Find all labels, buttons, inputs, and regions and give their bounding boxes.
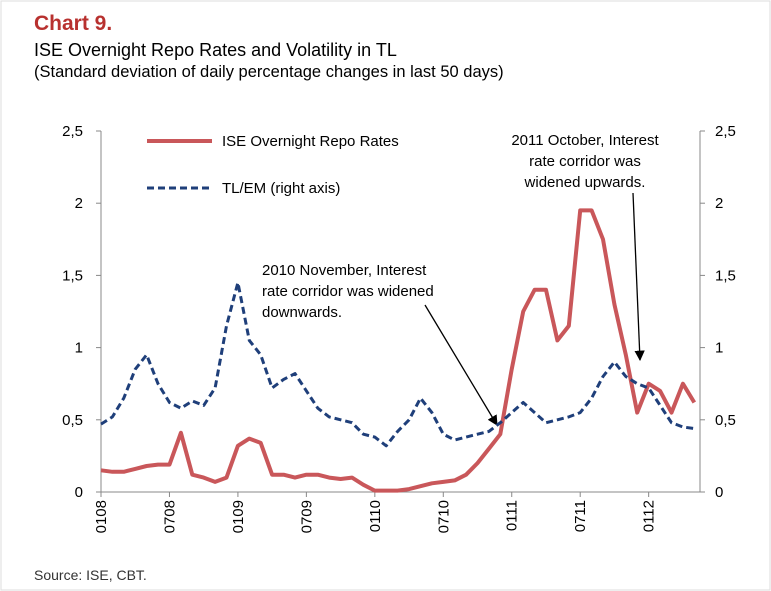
y-tick-label: 2 — [75, 195, 83, 212]
annotation: widened upwards. — [524, 174, 646, 191]
y2-tick-label: 2,5 — [715, 123, 736, 140]
x-tick-label: 0110 — [367, 500, 384, 532]
y2-tick-label: 0 — [715, 484, 723, 501]
y2-tick-label: 1,5 — [715, 267, 736, 284]
annotation: rate corridor was — [529, 153, 641, 170]
x-tick-label: 0710 — [435, 500, 452, 533]
legend-label: ISE Overnight Repo Rates — [222, 133, 399, 150]
x-tick-label: 0709 — [298, 500, 315, 533]
y-tick-label: 1 — [75, 340, 83, 357]
x-tick-label: 0711 — [572, 500, 589, 532]
series-line — [100, 208, 697, 493]
arrow — [632, 192, 645, 362]
y2-tick-label: 2 — [715, 195, 723, 212]
x-tick-label: 0111 — [504, 500, 521, 531]
y-tick-label: 2,5 — [62, 123, 83, 140]
chart-title: Chart 9. — [34, 12, 112, 35]
arrow — [424, 304, 498, 426]
y-tick-label: 0 — [75, 484, 83, 501]
x-tick-label: 0708 — [161, 500, 178, 533]
series-line — [100, 281, 695, 448]
y-tick-label: 0,5 — [62, 412, 83, 429]
x-tick-label: 0112 — [641, 500, 658, 532]
subtitle: ISE Overnight Repo Rates and Volatility … — [34, 40, 397, 60]
annotation: 2011 October, Interest — [511, 132, 659, 149]
source: Source: ISE, CBT. — [34, 567, 147, 583]
y2-tick-label: 1 — [715, 340, 723, 357]
subtitle: (Standard deviation of daily percentage … — [34, 63, 504, 81]
y-tick-label: 1,5 — [62, 267, 83, 284]
annotation: 2010 November, Interest — [262, 262, 427, 279]
x-tick-label: 0109 — [230, 500, 247, 533]
x-tick-label: 0108 — [93, 500, 110, 533]
legend-label: TL/EM (right axis) — [222, 180, 340, 197]
annotation: downwards. — [262, 304, 342, 321]
y2-tick-label: 0,5 — [715, 412, 736, 429]
annotation: rate corridor was widened — [262, 283, 434, 300]
